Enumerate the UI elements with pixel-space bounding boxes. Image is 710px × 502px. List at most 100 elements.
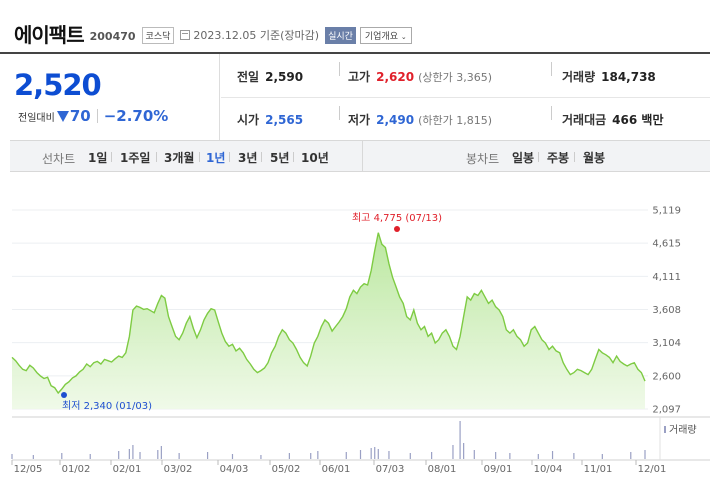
volume-bar (377, 449, 379, 459)
period-1d[interactable]: 1일 (88, 151, 108, 165)
x-tick-label: 03/02 (164, 464, 193, 475)
volume-legend-icon (664, 426, 666, 433)
volume-bar (509, 453, 511, 459)
volume-bar (473, 450, 475, 459)
period-divider (111, 152, 112, 162)
volume-bar (139, 452, 141, 459)
x-tick-label: 06/01 (322, 464, 351, 475)
chart-annotations: 최고 4,775 (07/13) 최저 2,340 (01/03) (61, 212, 442, 412)
period-3y[interactable]: 3년 (238, 151, 258, 165)
volume-bar (409, 453, 411, 459)
amount-value: 466 백만 (612, 113, 664, 127)
period-divider (156, 152, 157, 162)
x-tick-label: 05/02 (272, 464, 301, 475)
volume-bar (132, 445, 134, 459)
open: 시가 2,565 (237, 111, 303, 128)
realtime-button[interactable]: 실시간 (325, 26, 356, 44)
header-divider (0, 52, 710, 54)
price-area-fill (12, 232, 645, 409)
volume-bar (231, 454, 234, 459)
y-tick-label: 3,608 (652, 305, 681, 316)
y-tick-label: 4,111 (652, 272, 681, 283)
volume-bars: 거래량 (11, 421, 697, 459)
volume-bar (61, 453, 63, 459)
volume-bar (463, 443, 465, 459)
period-divider (538, 152, 539, 162)
high-label: 최고 4,775 (07/13) (352, 212, 442, 224)
high: 고가 2,620 (상한가 3,365) (348, 68, 492, 85)
stock-header: 에이팩트 200470 코스닥 2023.12.05 기준(장마감) 실시간 기… (14, 20, 412, 47)
y-axis-labels: 5,119 4,615 4,111 3,608 3,104 2,600 2,097 (652, 206, 681, 416)
price-box: 2,520 전일대비 70 −2.70% (0, 54, 220, 140)
x-tick-label: 12/05 (14, 464, 43, 475)
volume-bar (32, 455, 34, 459)
low-value: 2,490 (376, 113, 415, 127)
change-percent: −2.70% (103, 107, 169, 125)
volume-bar (459, 421, 461, 459)
open-label: 시가 (237, 113, 260, 127)
low-marker (61, 392, 67, 398)
change-value: 70 (69, 107, 91, 125)
x-axis-labels: 12/05 01/02 02/01 03/02 04/03 05/02 06/01 07/03… (11, 460, 666, 475)
period-divider (229, 152, 230, 162)
volume-bar (89, 454, 91, 459)
volume-bar (644, 450, 646, 459)
volume-bar (160, 446, 162, 459)
period-5y[interactable]: 5년 (270, 151, 290, 165)
company-overview-button[interactable]: 기업개요 ⌄ (359, 26, 412, 44)
volume-bar (388, 451, 390, 459)
period-divider (574, 152, 575, 162)
x-tick-label: 08/01 (428, 464, 457, 475)
low: 저가 2,490 (하한가 1,815) (348, 111, 492, 128)
stat-divider (551, 106, 552, 120)
x-tick-label: 01/02 (62, 464, 91, 475)
date-basis: 기준(장마감) (259, 29, 320, 42)
low-label: 최저 2,340 (01/03) (62, 400, 152, 412)
price-line (11, 232, 646, 395)
amount-label: 거래대금 (562, 113, 607, 127)
line-chart-label: 선차트 (42, 152, 76, 166)
candle-monthly[interactable]: 월봉 (583, 151, 606, 165)
volume-bar (551, 451, 554, 459)
stat-divider (551, 62, 552, 76)
period-bar: 선차트 1일 1주일 3개월 1년 3년 5년 10년 봉차트 일봉 주봉 월봉 (10, 140, 710, 172)
date-value: 2023.12.05 (193, 29, 257, 42)
volume-value: 184,738 (601, 70, 656, 84)
x-tick-label: 09/01 (484, 464, 513, 475)
volume-bar (345, 452, 347, 459)
low-label: 저가 (348, 113, 371, 127)
volume-bar (206, 452, 209, 459)
high-value: 2,620 (376, 70, 415, 84)
stat-divider (339, 62, 340, 76)
volume-bar (374, 447, 376, 459)
period-1w[interactable]: 1주일 (120, 151, 151, 165)
current-price: 2,520 (14, 68, 102, 102)
candle-weekly[interactable]: 주봉 (547, 151, 570, 165)
amount: 거래대금 466 백만 (562, 111, 663, 128)
y-tick-label: 4,615 (652, 239, 681, 250)
volume-bar (370, 448, 372, 459)
lower-limit: (하한가 1,815) (418, 114, 492, 127)
x-tick-label: 02/01 (113, 464, 142, 475)
stats-row-divider (221, 97, 710, 98)
price-area (11, 232, 646, 409)
volume-bar (359, 450, 362, 459)
volume-label: 거래량 (562, 70, 596, 84)
open-value: 2,565 (265, 113, 304, 127)
period-3m[interactable]: 3개월 (164, 151, 195, 165)
volume-bar (537, 454, 539, 459)
period-10y[interactable]: 10년 (301, 151, 329, 165)
period-divider (293, 152, 294, 162)
candle-daily[interactable]: 일봉 (512, 151, 535, 165)
volume-bar (178, 453, 180, 459)
upper-limit: (상한가 3,365) (418, 71, 492, 84)
volume-bar (630, 452, 632, 459)
volume-legend-label: 거래량 (669, 424, 697, 436)
period-1y[interactable]: 1년 (206, 151, 226, 165)
volume-bar (495, 452, 497, 459)
change-line: 전일대비 70 −2.70% (18, 107, 168, 125)
change-label: 전일대비 (18, 112, 55, 124)
prev-close-label: 전일 (237, 70, 260, 84)
stock-name: 에이팩트 (14, 22, 85, 47)
